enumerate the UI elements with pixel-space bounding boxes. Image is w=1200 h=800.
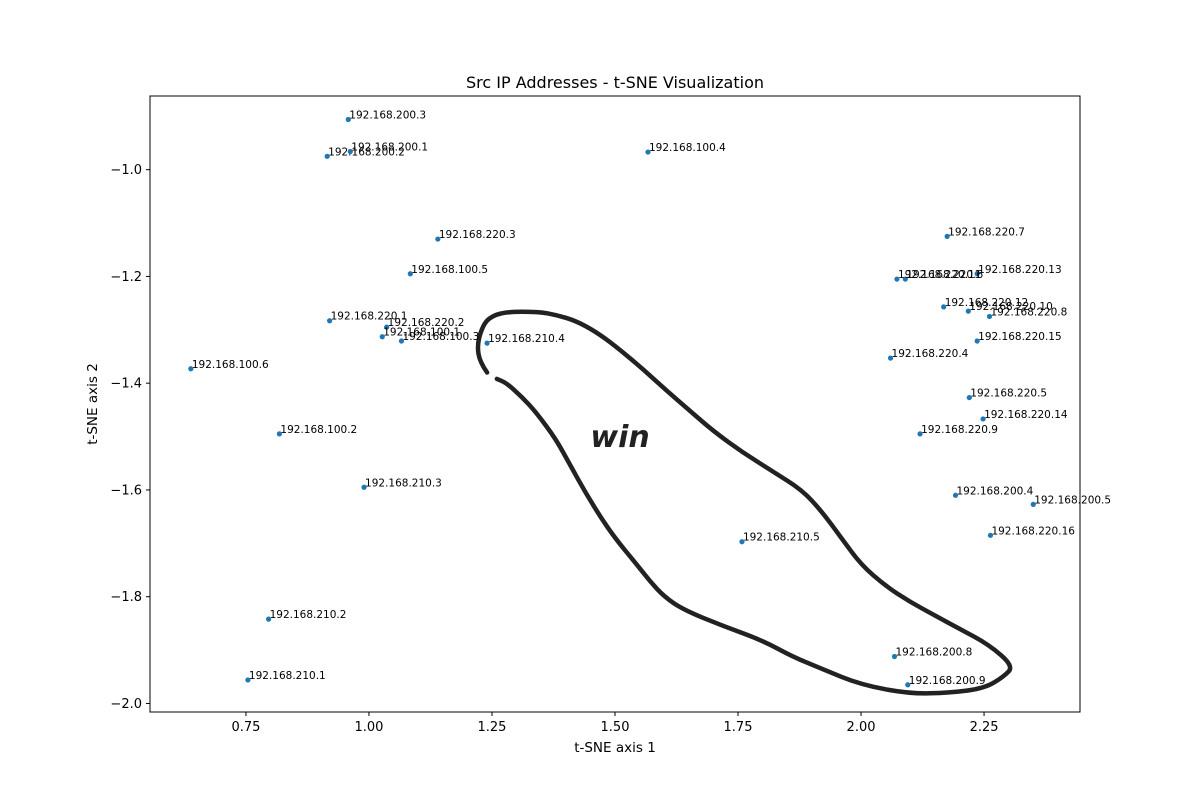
data-point	[974, 338, 980, 344]
points-layer	[188, 116, 1036, 688]
y-axis-label: t-SNE axis 2	[85, 363, 101, 445]
data-point	[1030, 501, 1036, 507]
x-tick-label: 2.25	[970, 720, 999, 735]
point-label: 192.168.220.4	[892, 348, 969, 360]
point-label: 192.168.220.16	[991, 525, 1075, 537]
point-label: 192.168.100.4	[649, 142, 726, 154]
x-tick-label: 0.75	[231, 720, 260, 735]
y-tick-label: −2.0	[110, 697, 142, 712]
point-label: 192.168.210.3	[365, 477, 442, 489]
data-point	[276, 431, 283, 437]
point-label: 192.168.220.5	[970, 388, 1047, 400]
point-label: 192.168.220.10	[969, 301, 1052, 313]
y-tick-label: −1.0	[110, 163, 142, 178]
x-tick-label: 1.00	[354, 720, 383, 735]
chart-title: Src IP Addresses - t-SNE Visualization	[466, 73, 764, 92]
data-point	[245, 677, 251, 683]
data-point	[965, 308, 971, 314]
data-point	[324, 153, 330, 159]
data-point	[891, 653, 898, 660]
data-point	[974, 271, 980, 277]
data-point	[944, 233, 950, 239]
point-label: 192.168.220.14	[984, 409, 1068, 421]
data-point	[379, 334, 385, 340]
x-tick-label: 2.00	[847, 720, 876, 735]
data-point	[265, 616, 272, 622]
data-point	[327, 318, 333, 324]
data-point	[905, 682, 911, 688]
data-point	[902, 276, 908, 282]
x-axis: 0.75 1.00 1.25 1.50 1.75 2.00 2.25	[231, 712, 999, 735]
x-tick-label: 1.50	[601, 720, 630, 735]
data-point	[398, 338, 405, 344]
data-point	[952, 492, 959, 498]
y-tick-label: −1.4	[110, 377, 142, 392]
point-label: 192.168.210.5	[743, 532, 820, 544]
point-label: 192.168.100.1	[383, 327, 460, 339]
data-point	[188, 366, 194, 372]
x-axis-label: t-SNE axis 1	[574, 740, 656, 756]
x-tick-label: 1.75	[724, 720, 753, 735]
point-label: 192.168.200.9	[909, 675, 986, 687]
point-label: 192.168.200.5	[1034, 494, 1111, 506]
data-point	[980, 416, 986, 422]
x-tick-label: 1.25	[478, 720, 507, 735]
handwritten-annotation-text: win	[590, 420, 649, 455]
y-tick-label: −1.6	[110, 483, 142, 498]
data-point	[894, 276, 900, 282]
point-label: 192.168.210.2	[270, 609, 347, 621]
point-label: 192.168.220.8	[990, 306, 1067, 318]
data-point	[347, 148, 353, 155]
data-point	[645, 149, 651, 155]
data-point	[986, 313, 993, 320]
y-axis: −1.0 −1.2 −1.4 −1.6 −1.8 −2.0	[110, 163, 150, 712]
point-label: 192.168.220.15	[978, 331, 1061, 343]
data-point	[384, 324, 390, 330]
data-point	[345, 116, 351, 123]
data-point	[361, 484, 367, 490]
point-label: 192.168.200.4	[957, 485, 1034, 497]
data-point	[887, 355, 894, 361]
data-point	[484, 340, 490, 346]
point-label: 192.168.200.8	[895, 646, 972, 658]
point-label: 192.168.220.12	[945, 297, 1029, 309]
point-label: 192.168.220.6	[906, 269, 983, 281]
data-point	[966, 394, 972, 401]
point-label: 192.168.100.3	[402, 331, 479, 343]
data-point	[435, 236, 441, 242]
point-label: 192.168.220.13	[978, 264, 1061, 276]
data-point	[407, 271, 413, 277]
point-label: 192.168.200.3	[349, 109, 426, 121]
data-point	[739, 539, 745, 545]
annotation-layer: win	[475, 309, 1013, 696]
hand-drawn-outline	[475, 309, 1013, 696]
point-label: 192.168.200.2	[328, 146, 405, 158]
data-point	[987, 532, 994, 538]
point-label: 192.168.220.9	[921, 424, 998, 436]
point-label: 192.168.220.7	[948, 226, 1025, 238]
data-point	[917, 431, 923, 437]
point-label: 192.168.220.2	[388, 317, 465, 329]
point-label: 192.168.210.1	[249, 670, 326, 682]
y-tick-label: −1.8	[110, 590, 142, 605]
point-label: 192.168.210.4	[488, 333, 565, 345]
point-label: 192.168.220.3	[439, 229, 516, 241]
data-point	[941, 304, 947, 310]
point-label: 192.168.200.1	[351, 142, 428, 154]
point-label: 192.168.100.5	[411, 264, 488, 276]
point-label: 192.168.100.6	[192, 359, 269, 371]
y-tick-label: −1.2	[110, 270, 142, 285]
point-label: 192.168.220.11	[898, 269, 982, 281]
point-label: 192.168.100.2	[280, 424, 357, 436]
point-label: 192.168.220.1	[331, 311, 408, 323]
